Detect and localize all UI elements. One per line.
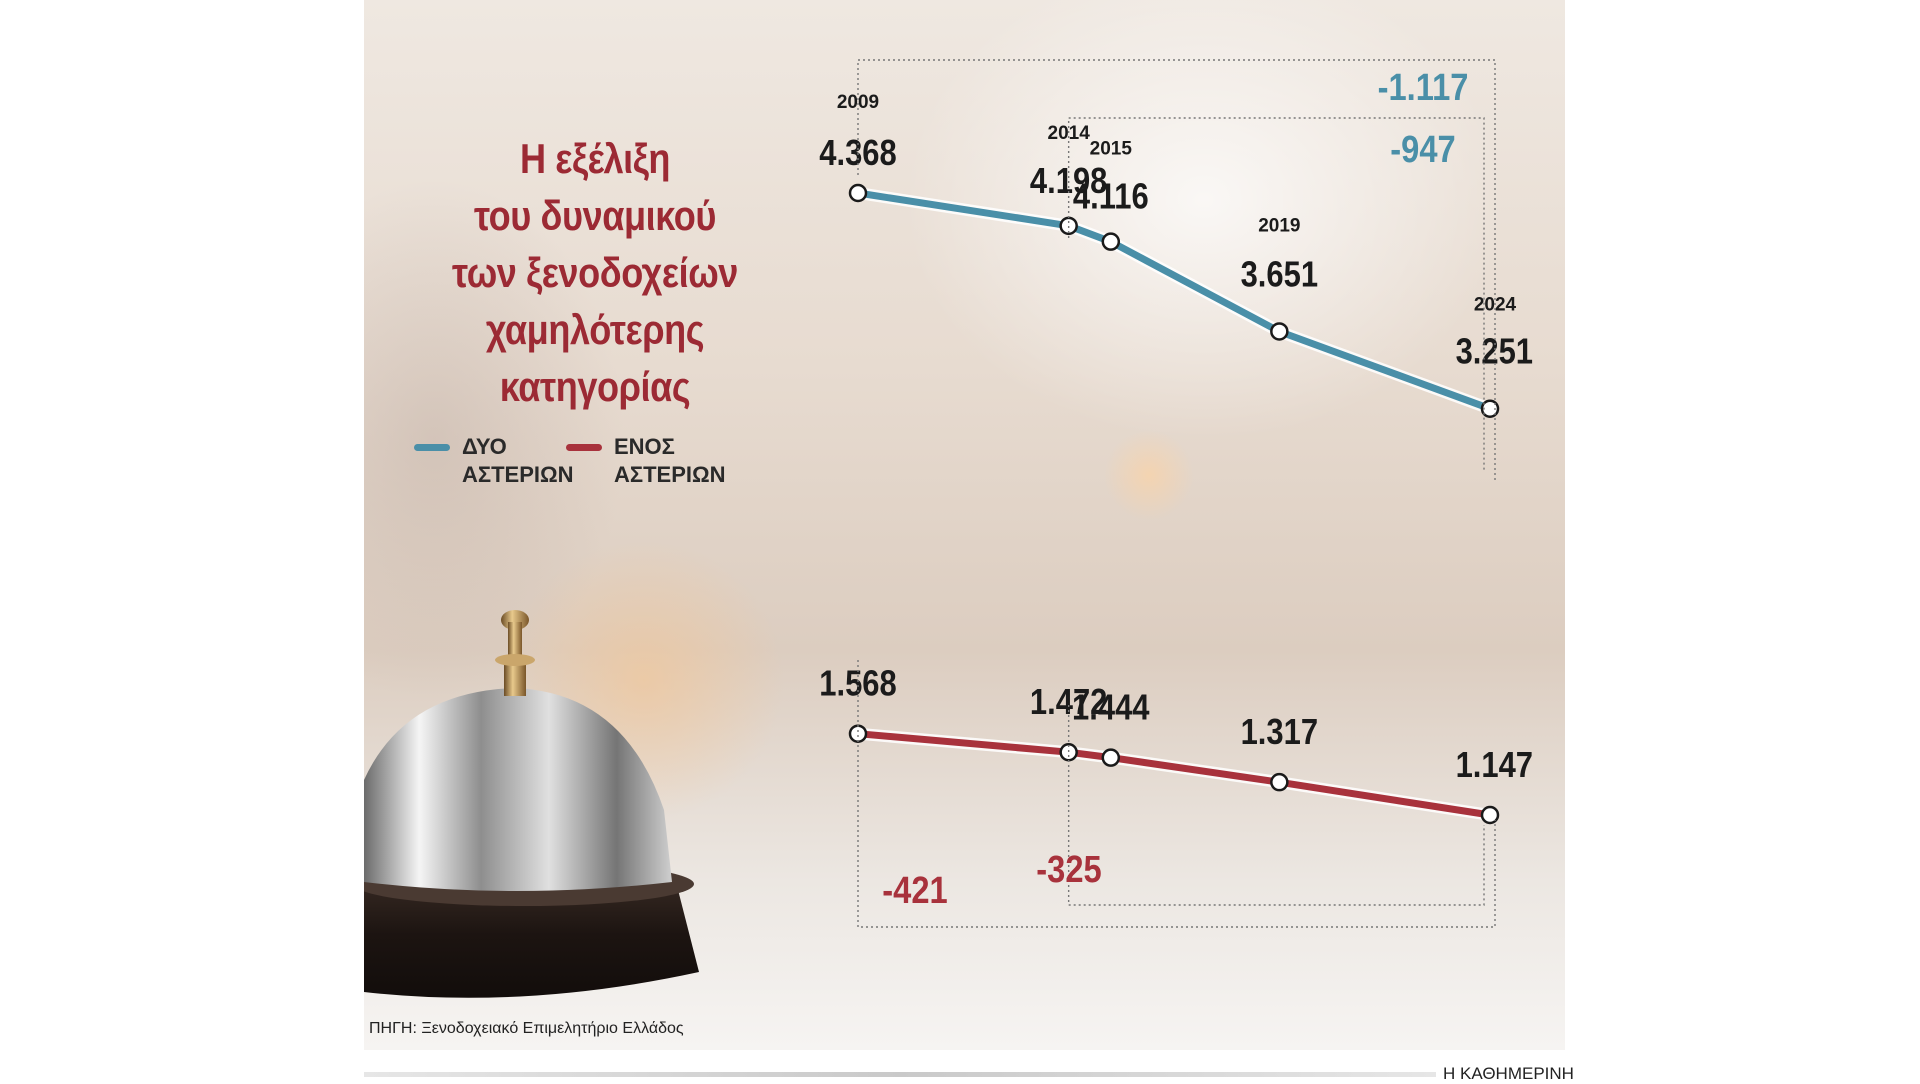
- title-line: των ξενοδοχείων: [452, 249, 738, 296]
- legend-item-one-star: ΕΝΟΣ ΑΣΤΕΡΙΩΝ: [566, 433, 726, 489]
- difference-label: -1.117: [1378, 66, 1469, 109]
- data-label: 3.251: [1456, 333, 1533, 373]
- title-line: κατηγορίας: [499, 363, 691, 410]
- chart-title: Η εξέλιξη του δυναμικού των ξενοδοχείων …: [414, 130, 775, 415]
- data-point: [1480, 805, 1500, 825]
- data-point: [1101, 232, 1121, 251]
- title-line: χαμηλότερης: [485, 306, 705, 353]
- data-label: 1.444: [1072, 689, 1150, 729]
- legend-label-line1: ΔΥΟ: [462, 434, 507, 459]
- bell-stem: [504, 656, 526, 696]
- legend-swatch-one-star: [566, 444, 602, 451]
- difference-bracket: [1067, 117, 1485, 470]
- difference-bracket: [857, 59, 1496, 480]
- publisher-name: Η ΚΑΘΗΜΕΡΙΝΗ: [1443, 1064, 1574, 1083]
- data-label: 3.651: [1241, 255, 1318, 295]
- data-point: [1101, 748, 1121, 767]
- legend-label-line2: ΑΣΤΕΡΙΩΝ: [614, 462, 726, 487]
- title-line: του δυναμικού: [473, 192, 717, 239]
- data-label: 1.317: [1241, 713, 1318, 753]
- data-point: [1270, 322, 1289, 341]
- data-point: [1270, 772, 1289, 792]
- legend-item-two-stars: ΔΥΟ ΑΣΤΕΡΙΩΝ: [414, 433, 574, 489]
- data-point: [1480, 399, 1500, 418]
- legend-label-line1: ΕΝΟΣ: [614, 434, 675, 459]
- data-point: [848, 183, 868, 203]
- legend-swatch-two-stars: [414, 444, 450, 451]
- x-tick-label: 2024: [1474, 295, 1517, 316]
- difference-bracket: [857, 660, 1496, 928]
- legend-label-line2: ΑΣΤΕΡΙΩΝ: [462, 462, 574, 487]
- x-tick-label: 2014: [1048, 123, 1091, 144]
- data-point: [848, 724, 868, 743]
- data-label: 1.147: [1456, 746, 1533, 786]
- title-line: Η εξέλιξη: [519, 135, 671, 182]
- x-tick-label: 2015: [1090, 139, 1133, 160]
- difference-label: -947: [1390, 128, 1455, 171]
- service-bell-image: [364, 610, 699, 998]
- difference-label: -325: [1036, 848, 1101, 891]
- difference-label: -421: [882, 869, 947, 912]
- data-label: 4.116: [1073, 178, 1149, 218]
- footer-rule: [364, 1072, 1436, 1077]
- bell-dome: [364, 688, 672, 891]
- series-line: [854, 189, 1494, 413]
- x-tick-label: 2009: [837, 92, 879, 113]
- source-note: ΠΗΓΗ: Ξενοδοχειακό Επιμελητήριο Ελλάδος: [369, 1020, 684, 1037]
- difference-bracket: [1067, 705, 1485, 906]
- x-tick-label: 2019: [1258, 215, 1300, 236]
